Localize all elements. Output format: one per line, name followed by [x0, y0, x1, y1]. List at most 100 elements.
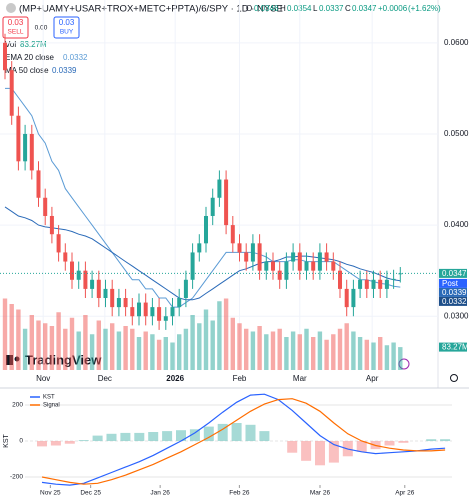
- buy-price[interactable]: 0.03: [59, 18, 75, 27]
- histogram-bar: [231, 423, 242, 442]
- volume-bar: [116, 331, 122, 370]
- l-label: L: [313, 4, 318, 13]
- candle-body: [364, 279, 369, 289]
- histogram-bar: [120, 432, 131, 442]
- buy-button[interactable]: [53, 16, 80, 39]
- volume-bar: [150, 334, 155, 370]
- x-tick-label: Nov 25: [40, 490, 61, 497]
- volume-bar: [210, 320, 215, 370]
- x-tick-label: Dec: [98, 374, 112, 383]
- x-tick-label: Apr: [366, 374, 379, 383]
- symbol-icon: [6, 3, 16, 13]
- volume-bar: [391, 342, 396, 370]
- candle-body: [257, 243, 262, 271]
- histogram-bar: [328, 441, 339, 463]
- candle-body: [130, 307, 135, 317]
- histogram-bar: [189, 429, 200, 442]
- volume-bar: [284, 337, 289, 370]
- ma-name: MA 50 close: [5, 66, 49, 75]
- overlay-line: [4, 206, 401, 301]
- x-tick-label: Apr 26: [395, 490, 415, 497]
- histogram-bar: [259, 431, 270, 442]
- volume-tag-box: [439, 342, 467, 352]
- candle-body: [224, 179, 229, 226]
- candle-body: [277, 270, 282, 280]
- volume-bar: [344, 323, 349, 370]
- volume-bar: [83, 315, 88, 370]
- volume-bar: [143, 331, 148, 370]
- series-line: [41, 398, 446, 485]
- histogram-bar: [440, 439, 451, 442]
- volume-bar: [304, 328, 309, 370]
- change: +0.0006: [378, 4, 408, 13]
- candle-body: [150, 307, 155, 317]
- candle-body: [338, 270, 342, 289]
- volume-bar: [337, 328, 343, 370]
- ema-value: 0.0332: [63, 53, 88, 62]
- volume-bar: [197, 323, 202, 370]
- candle-body: [264, 261, 269, 271]
- post-tag: Post: [442, 279, 459, 288]
- volume-bar: [76, 331, 81, 370]
- histogram-bar: [78, 440, 89, 442]
- volume-bar: [49, 326, 55, 370]
- volume-bar: [22, 328, 28, 370]
- sell-button[interactable]: [2, 16, 29, 39]
- o-value: 0.0346: [254, 4, 279, 13]
- histogram-bar: [106, 433, 117, 442]
- y-tick-label: 0.0500: [444, 129, 469, 138]
- candle-body: [36, 170, 41, 198]
- candle-body: [49, 215, 54, 235]
- sell-label[interactable]: SELL: [8, 29, 24, 36]
- sell-price[interactable]: 0.03: [8, 18, 24, 27]
- candle-body: [9, 70, 14, 116]
- volume-bar: [170, 342, 175, 370]
- candle-body: [83, 270, 88, 289]
- candle-body: [137, 302, 141, 317]
- candle-body: [217, 179, 222, 198]
- volume-bar: [398, 347, 403, 370]
- volume-bar: [264, 334, 269, 370]
- volume-bar: [110, 323, 115, 370]
- candle-body: [170, 307, 175, 317]
- histogram-bar: [426, 439, 437, 442]
- y-tick-label: 0.0300: [444, 311, 469, 320]
- o-label: O: [246, 4, 252, 13]
- x-tick-label: Mar: [293, 374, 307, 383]
- y-tick-label: 0: [19, 438, 23, 445]
- candle-body: [378, 279, 383, 289]
- volume-bar: [136, 337, 142, 370]
- vol-name: Vol: [5, 40, 16, 49]
- candle-body: [96, 279, 101, 299]
- histogram-bar: [203, 426, 214, 442]
- candle-body: [16, 115, 21, 162]
- candle-body: [250, 243, 255, 262]
- candle-body: [90, 279, 95, 289]
- histogram-bar: [245, 424, 256, 442]
- volume-bar: [384, 345, 390, 370]
- volume-bar: [290, 331, 296, 370]
- candle-body: [391, 278, 396, 280]
- candle-body: [163, 316, 168, 321]
- candle-body: [103, 288, 108, 299]
- ma-tag: 0.0339: [442, 288, 467, 297]
- volume-bar: [2, 298, 8, 370]
- volume-bar: [163, 337, 168, 370]
- ema-tag: 0.0332: [442, 297, 467, 306]
- volume-bar: [364, 339, 369, 370]
- volume-bar: [324, 339, 329, 370]
- histogram-bar: [162, 431, 173, 442]
- candle-body: [204, 215, 208, 244]
- chart-title: (MP+UAMY+USAR+TROX+METC+PPTA)/6/SPY · 1D…: [19, 4, 283, 15]
- x-tick-label: Feb 26: [229, 490, 250, 497]
- buy-label[interactable]: BUY: [60, 29, 74, 36]
- histogram-bar: [64, 441, 75, 444]
- candle-body: [371, 279, 376, 289]
- ma-value: 0.0339: [52, 66, 77, 75]
- y-tick-label: 0.0600: [444, 38, 469, 47]
- histogram-bar: [356, 441, 367, 452]
- settings-icon[interactable]: [450, 374, 458, 382]
- x-tick-label: Dec 25: [80, 490, 101, 497]
